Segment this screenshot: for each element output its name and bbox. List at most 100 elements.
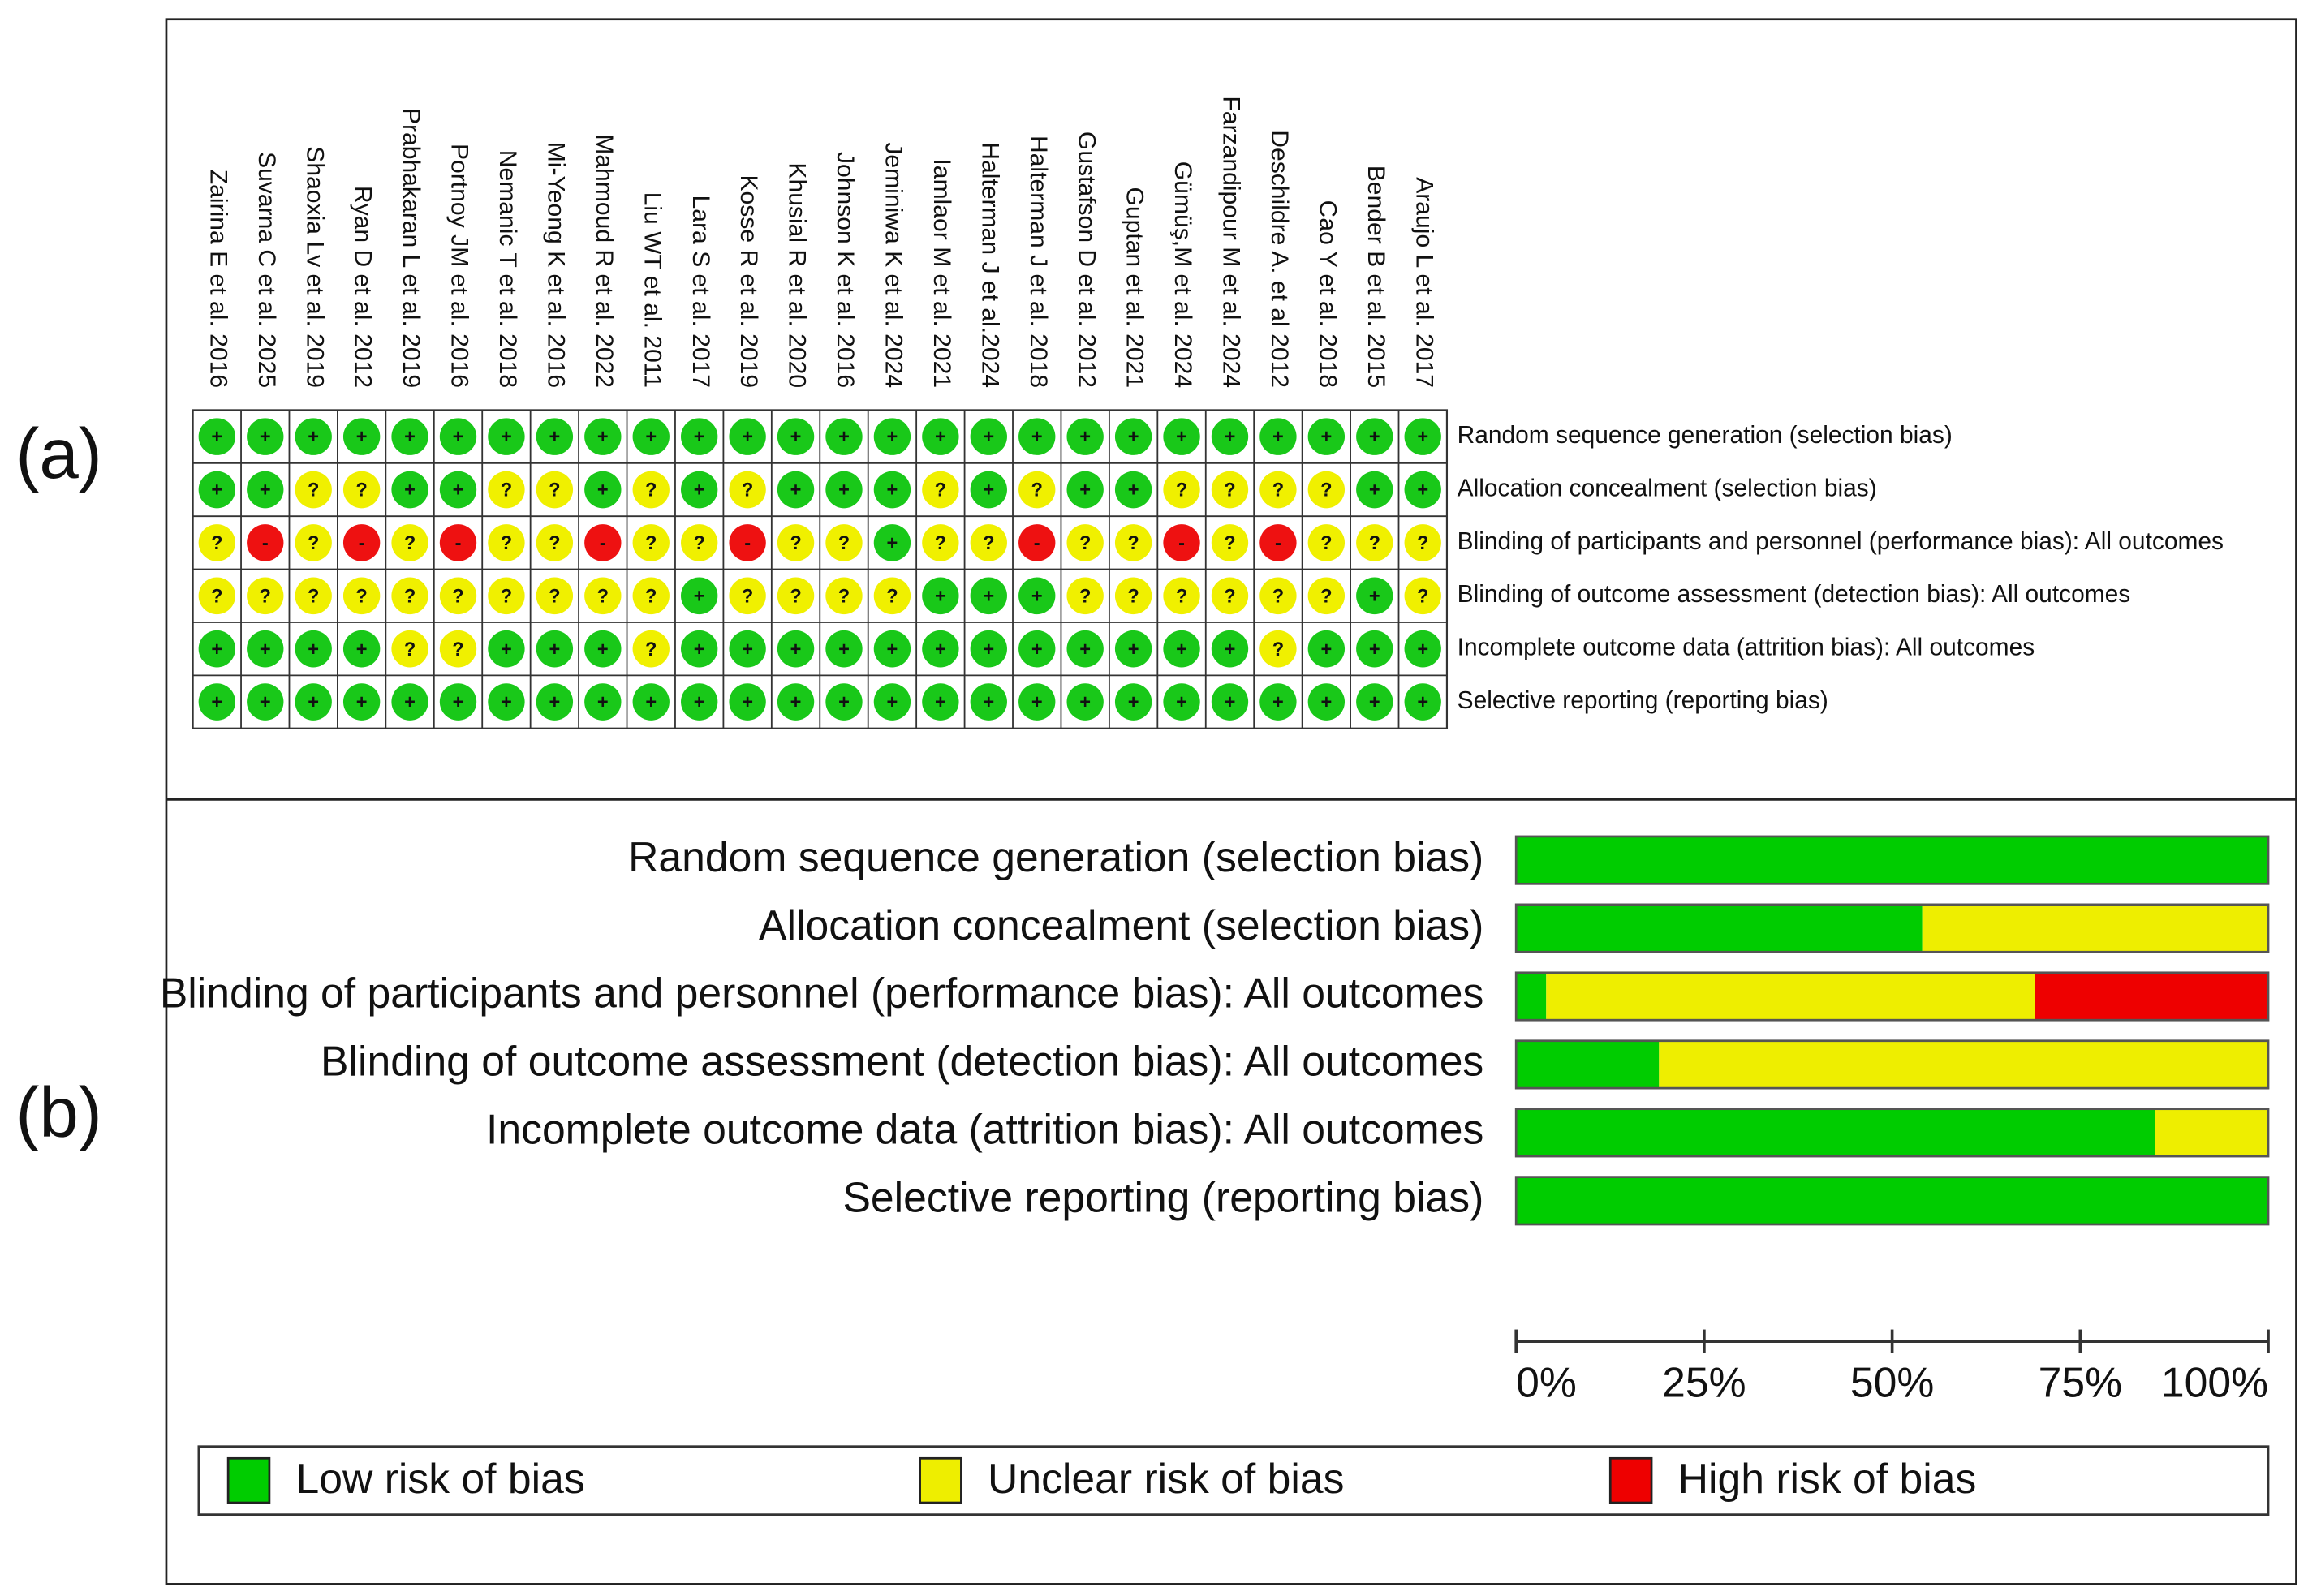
judgement-dot [198,630,235,668]
judgement-dot [1114,577,1152,615]
judgement-dot [1018,524,1056,561]
judgement-dot [1356,524,1393,561]
judgement-symbol: + [1031,427,1043,448]
judgement-symbol: ? [501,533,512,554]
judgement-dot [681,418,718,455]
bar-frame [1514,1039,2270,1090]
judgement-symbol: - [359,533,365,554]
legend-label: High risk of bias [1678,1455,1977,1502]
judgement-symbol: - [262,533,269,554]
judgement-dot [247,577,284,615]
judgement-symbol: ? [308,480,319,501]
judgement-symbol: + [742,692,753,713]
judgement-dot [1114,524,1152,561]
judgement-dot [295,577,332,615]
judgement-symbol: ? [549,586,560,607]
judgement-dot [295,630,332,668]
judgement-dot [1259,471,1297,509]
judgement-symbol: + [356,692,368,713]
judgement-symbol: ? [1320,533,1332,554]
bar-segment [1516,1040,1660,1089]
judgement-symbol: - [744,533,751,554]
judgement-symbol: ? [1079,586,1091,607]
judgement-dot [342,524,381,561]
study-label: Shaoxia Lv et al. 2019 [301,146,328,388]
judgement-symbol: ? [1176,480,1187,501]
bar-segment [1516,972,1547,1021]
study-label: Khusial R et al. 2020 [784,162,811,388]
judgement-dot [729,683,766,721]
judgement-symbol: ? [452,586,463,607]
judgement-dot [1211,577,1249,615]
judgement-dot [1066,577,1104,615]
bar-segment [1516,904,1923,953]
judgement-dot [1307,418,1346,455]
judgement-symbol: ? [452,639,463,660]
judgement-symbol: ? [1176,586,1187,607]
judgement-symbol: + [211,427,222,448]
judgement-symbol: + [404,427,416,448]
study-label: Nemanic T et al. 2018 [494,150,521,388]
judgement-dot [777,418,815,455]
judgement-dot [1307,524,1346,561]
domain-label: Incomplete outcome data (attrition bias)… [1458,635,2035,661]
judgement-dot [584,630,622,668]
judgement-symbol: ? [1031,480,1043,501]
judgement-dot [729,471,766,509]
judgement-symbol: + [1417,480,1428,501]
judgement-symbol: + [1320,639,1332,660]
judgement-symbol: + [501,427,512,448]
judgement-dot [873,471,911,509]
judgement-dot [970,524,1007,561]
judgement-dot [729,630,766,668]
judgement-dot [342,630,381,668]
judgement-symbol: ? [211,533,222,554]
category-label: Random sequence generation (selection bi… [628,833,1483,880]
judgement-dot [777,630,815,668]
judgement-dot [873,630,911,668]
judgement-dot [632,577,670,615]
bar-segment [1516,836,2269,884]
judgement-dot [1211,471,1249,509]
judgement-dot [1404,577,1441,615]
study-label: Liu WT et al. 2011 [639,192,665,388]
judgement-dot [970,471,1007,509]
study-label: Portnoy JM et al. 2016 [446,144,473,388]
category-label: Allocation concealment (selection bias) [759,901,1483,949]
judgement-symbol: + [260,639,271,660]
judgement-dot [922,471,959,509]
judgement-symbol: + [260,427,271,448]
judgement-dot [342,683,381,721]
judgement-dot [777,683,815,721]
judgement-dot [488,683,525,721]
judgement-symbol: + [597,639,609,660]
judgement-dot [681,471,718,509]
judgement-dot [1356,418,1393,455]
judgement-symbol: + [935,586,946,607]
judgement-dot [1356,630,1393,668]
judgement-symbol: ? [1320,480,1332,501]
judgement-dot [1163,630,1200,668]
bar-segment [2035,972,2269,1021]
judgement-dot [825,524,863,561]
judgement-symbol: + [597,427,609,448]
judgement-dot [439,577,477,615]
judgement-symbol: + [1079,427,1091,448]
panel-label: (b) [15,1073,101,1152]
judgement-dot [1114,418,1152,455]
judgement-dot [632,683,670,721]
domain-label: Blinding of participants and personnel (… [1458,528,2224,555]
judgement-dot [1307,577,1346,615]
judgement-dot [342,471,381,509]
judgement-symbol: ? [1127,533,1139,554]
study-label: Guptan et al. 2021 [1122,187,1148,388]
judgement-dot [1163,418,1200,455]
judgement-dot [1211,630,1249,668]
judgement-symbol: ? [1417,586,1428,607]
judgement-symbol: + [1369,480,1380,501]
judgement-symbol: ? [1369,533,1380,554]
judgement-symbol: + [1272,692,1284,713]
judgement-symbol: + [260,480,271,501]
judgement-symbol: ? [645,639,657,660]
